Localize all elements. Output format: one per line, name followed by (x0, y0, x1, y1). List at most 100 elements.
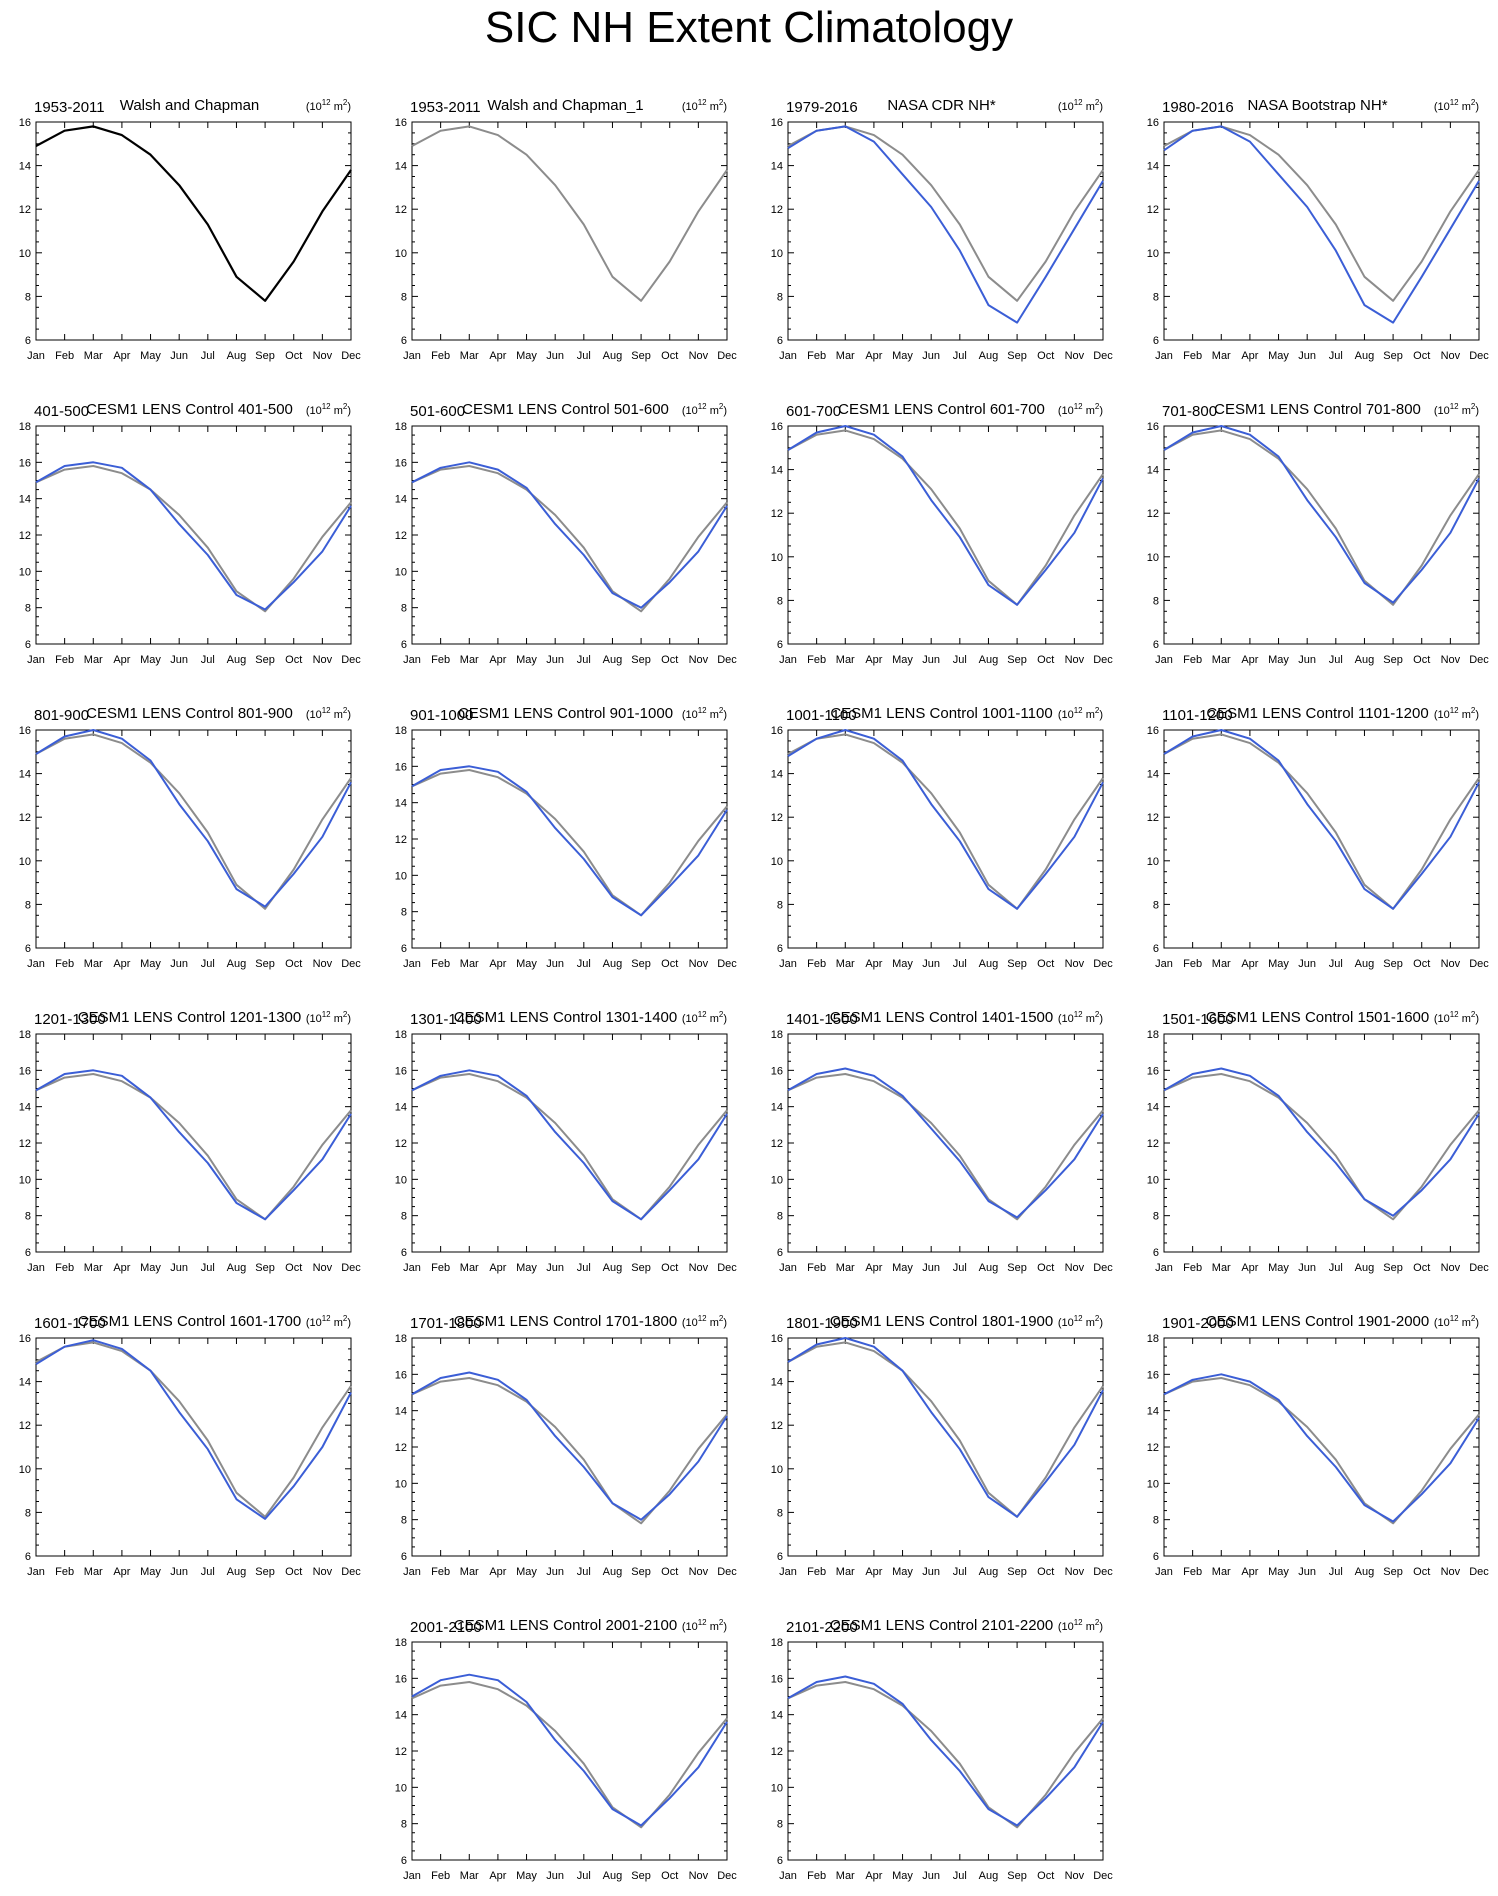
y-tick-label: 12 (19, 1138, 31, 1150)
x-tick-label: Dec (1469, 1566, 1489, 1578)
x-tick-label: Apr (489, 350, 506, 362)
x-tick-label: Aug (227, 1566, 247, 1578)
y-tick-label: 14 (19, 1102, 31, 1114)
x-tick-label: May (1268, 1566, 1289, 1578)
x-tick-label: Feb (431, 1262, 450, 1274)
panel-unit-label: (1012 m2) (1434, 98, 1479, 113)
y-tick-label: 14 (1147, 769, 1159, 781)
x-tick-label: Feb (431, 958, 450, 970)
y-tick-label: 8 (777, 899, 783, 911)
series-line-gray (787, 733, 1104, 910)
y-tick-label: 6 (1153, 1551, 1159, 1563)
series-line-blue (35, 461, 352, 611)
panel-title: NASA Bootstrap NH* (1247, 97, 1387, 114)
x-tick-label: Apr (489, 1870, 506, 1882)
x-tick-label: Jul (577, 350, 591, 362)
x-tick-label: Nov (689, 1262, 709, 1274)
x-tick-label: Jan (1155, 1262, 1173, 1274)
y-tick-label: 12 (771, 1746, 783, 1758)
y-tick-label: 8 (1153, 595, 1159, 607)
plot-frame (787, 121, 1104, 341)
x-tick-label: Jan (27, 1262, 45, 1274)
x-tick-label: Aug (603, 1870, 623, 1882)
x-tick-label: Jun (922, 1870, 940, 1882)
panel-period-label: 1953-2011 (34, 99, 105, 116)
x-tick-label: Feb (807, 1262, 826, 1274)
x-tick-label: Aug (227, 1262, 247, 1274)
panel-title: CESM1 LENS Control 1601-1700 (78, 1313, 301, 1330)
x-tick-label: Nov (1441, 350, 1461, 362)
x-tick-label: Dec (717, 1870, 737, 1882)
x-tick-label: Oct (661, 1262, 678, 1274)
y-tick-label: 14 (771, 161, 783, 173)
x-tick-label: Apr (865, 654, 882, 666)
y-tick-label: 6 (401, 943, 407, 955)
x-tick-label: Dec (341, 958, 361, 970)
x-tick-label: Feb (1183, 350, 1202, 362)
y-tick-label: 8 (1153, 899, 1159, 911)
y-tick-label: 12 (1147, 1442, 1159, 1454)
plot-frame (1163, 121, 1480, 341)
series-line-blue (1163, 425, 1480, 604)
x-tick-label: Nov (689, 958, 709, 970)
x-tick-label: Dec (1469, 958, 1489, 970)
y-tick-label: 10 (19, 856, 31, 868)
y-tick-label: 16 (395, 1369, 407, 1381)
y-tick-label: 12 (395, 1442, 407, 1454)
series-line-gray (787, 125, 1104, 302)
y-tick-label: 6 (1153, 639, 1159, 651)
panel-period-label: 701-800 (1162, 403, 1217, 420)
y-tick-label: 8 (1153, 291, 1159, 303)
x-tick-label: Sep (631, 350, 651, 362)
x-tick-label: Nov (1065, 1566, 1085, 1578)
panel-title: CESM1 LENS Control 601-700 (838, 401, 1045, 418)
y-tick-label: 8 (1153, 1211, 1159, 1223)
y-tick-label: 16 (1147, 421, 1159, 433)
panel-unit-label: (1012 m2) (682, 98, 727, 113)
panel-title: CESM1 LENS Control 901-1000 (458, 705, 673, 722)
x-tick-label: Jan (779, 1870, 797, 1882)
plot-frame (787, 1641, 1104, 1861)
y-tick-label: 16 (771, 1333, 783, 1345)
x-tick-label: Nov (313, 654, 333, 666)
series-line-gray (1163, 1073, 1480, 1221)
panel-title: CESM1 LENS Control 401-500 (86, 401, 293, 418)
x-tick-label: Sep (1007, 1870, 1027, 1882)
y-tick-label: 16 (19, 725, 31, 737)
y-tick-label: 8 (25, 1507, 31, 1519)
x-tick-label: Sep (631, 1566, 651, 1578)
series-line-gray (411, 769, 728, 917)
y-tick-label: 16 (19, 117, 31, 129)
y-tick-label: 18 (1147, 1333, 1159, 1345)
chart-panel: 1980-2016 NASA Bootstrap NH* (1012 m2) 6 8 10… (1147, 97, 1490, 362)
x-tick-label: Sep (1007, 1262, 1027, 1274)
x-tick-label: May (140, 350, 161, 362)
x-tick-label: Jun (1298, 350, 1316, 362)
y-tick-label: 6 (777, 639, 783, 651)
x-tick-label: Aug (1355, 958, 1375, 970)
series-line-blue (787, 729, 1104, 910)
x-tick-label: Nov (1065, 1870, 1085, 1882)
y-tick-label: 12 (395, 1138, 407, 1150)
x-tick-label: Sep (1383, 1262, 1403, 1274)
x-tick-label: Apr (489, 654, 506, 666)
panel-title: CESM1 LENS Control 1401-1500 (830, 1009, 1053, 1026)
y-tick-label: 16 (771, 725, 783, 737)
x-tick-label: Oct (1037, 1870, 1054, 1882)
x-tick-label: Jan (779, 654, 797, 666)
y-tick-label: 6 (401, 1855, 407, 1867)
x-tick-label: Aug (227, 958, 247, 970)
series-line-blue (411, 461, 728, 609)
panel-period-label: 801-900 (34, 707, 89, 724)
x-tick-label: Apr (1241, 958, 1258, 970)
x-tick-label: Oct (661, 1870, 678, 1882)
y-tick-label: 16 (19, 1333, 31, 1345)
x-tick-label: Jun (546, 958, 564, 970)
x-tick-label: Oct (1413, 654, 1430, 666)
y-tick-label: 6 (777, 1855, 783, 1867)
series-line-gray (411, 465, 728, 613)
